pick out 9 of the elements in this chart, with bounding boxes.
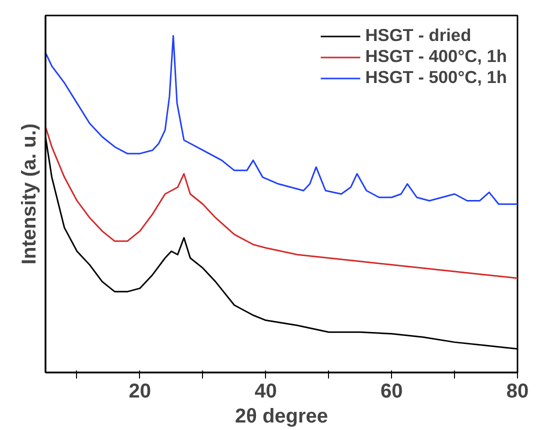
legend-label: HSGT - 500°C, 1h	[365, 67, 507, 88]
legend-label: HSGT - dried	[365, 25, 472, 46]
y-axis-title: Intensity (a. u.)	[18, 123, 40, 265]
legend-label: HSGT - 400°C, 1h	[365, 46, 507, 67]
x-tick-label: 20	[128, 380, 152, 402]
x-tick-label: 60	[380, 380, 403, 402]
x-axis-title: 2θ degree	[234, 406, 328, 428]
x-tick-label: 80	[506, 380, 529, 402]
x-tick-label: 40	[254, 380, 277, 402]
